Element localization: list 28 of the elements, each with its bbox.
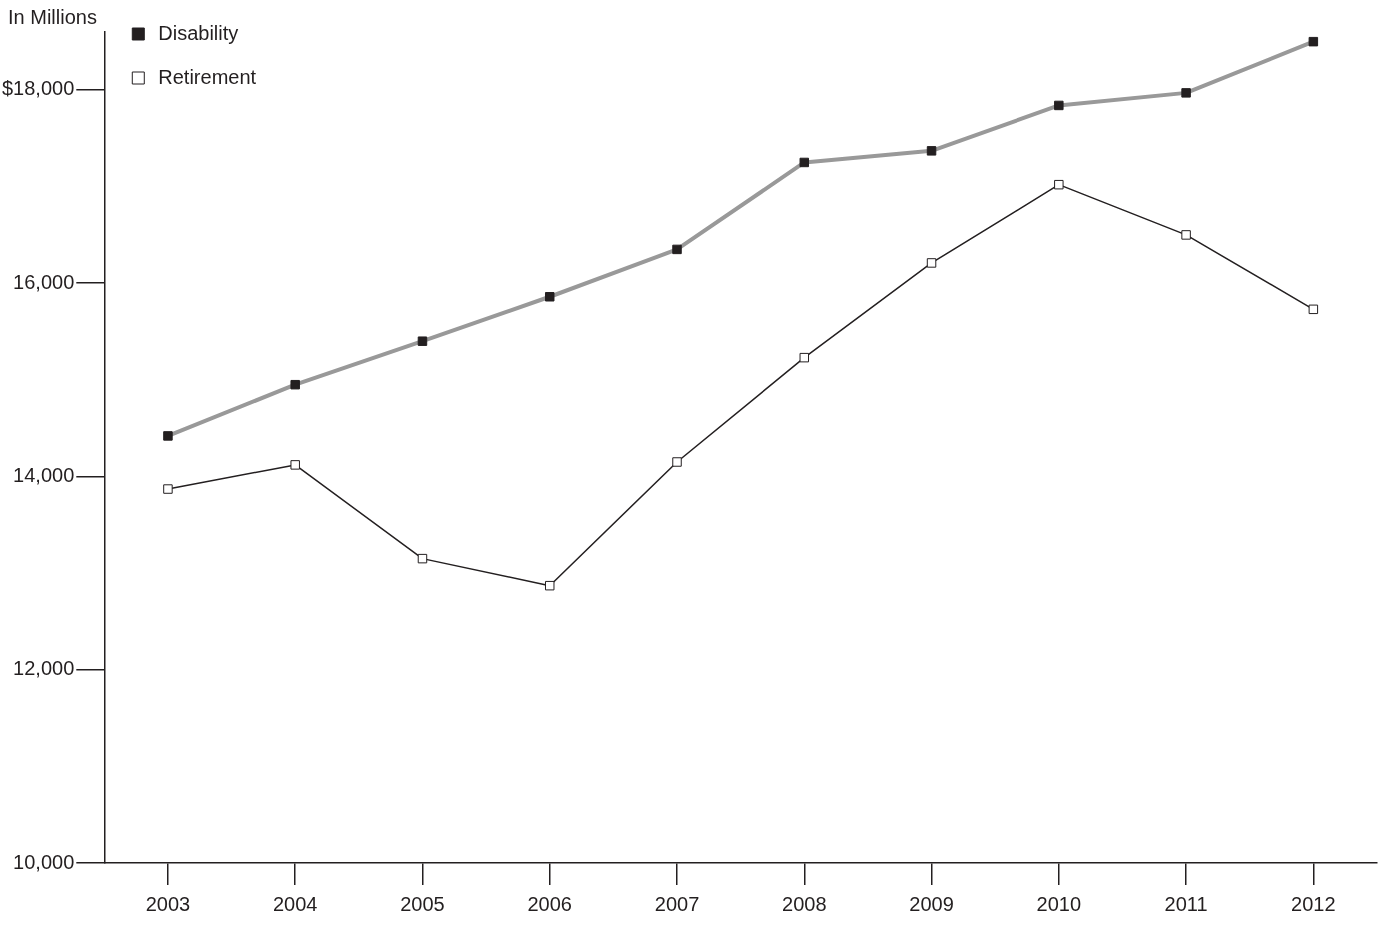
x-tick-label: 2012 <box>1291 892 1336 915</box>
point <box>545 580 555 591</box>
point <box>1181 230 1191 240</box>
x-tick-label: 2006 <box>527 892 572 915</box>
y-tick-label: 10,000 <box>13 850 75 873</box>
point <box>799 352 810 363</box>
point <box>163 484 173 494</box>
y-tick-label: $18,000 <box>2 77 75 100</box>
x-tick-label: 2005 <box>400 892 445 915</box>
x-tick-label: 2004 <box>272 892 318 915</box>
y-tick-label: 14,000 <box>13 464 75 486</box>
point <box>417 553 428 564</box>
x-tick-label: 2007 <box>654 892 700 915</box>
point <box>1308 304 1319 315</box>
x-tick-label: 2011 <box>1164 892 1208 915</box>
point <box>672 457 682 467</box>
point <box>1054 179 1064 190</box>
y-axis-title: In Millions <box>8 5 97 28</box>
legend-label: Disability <box>158 21 239 44</box>
y-tick-label: 12,000 <box>13 657 75 680</box>
y-tick-label: 16,000 <box>13 270 75 293</box>
x-tick-label: 2008 <box>782 892 827 915</box>
x-tick-label: 2010 <box>1036 892 1082 915</box>
point <box>290 460 300 470</box>
point <box>926 258 937 268</box>
x-tick-label: 2003 <box>145 892 191 915</box>
legend-label: Retirement <box>158 65 257 88</box>
x-tick-label: 2009 <box>909 892 954 915</box>
